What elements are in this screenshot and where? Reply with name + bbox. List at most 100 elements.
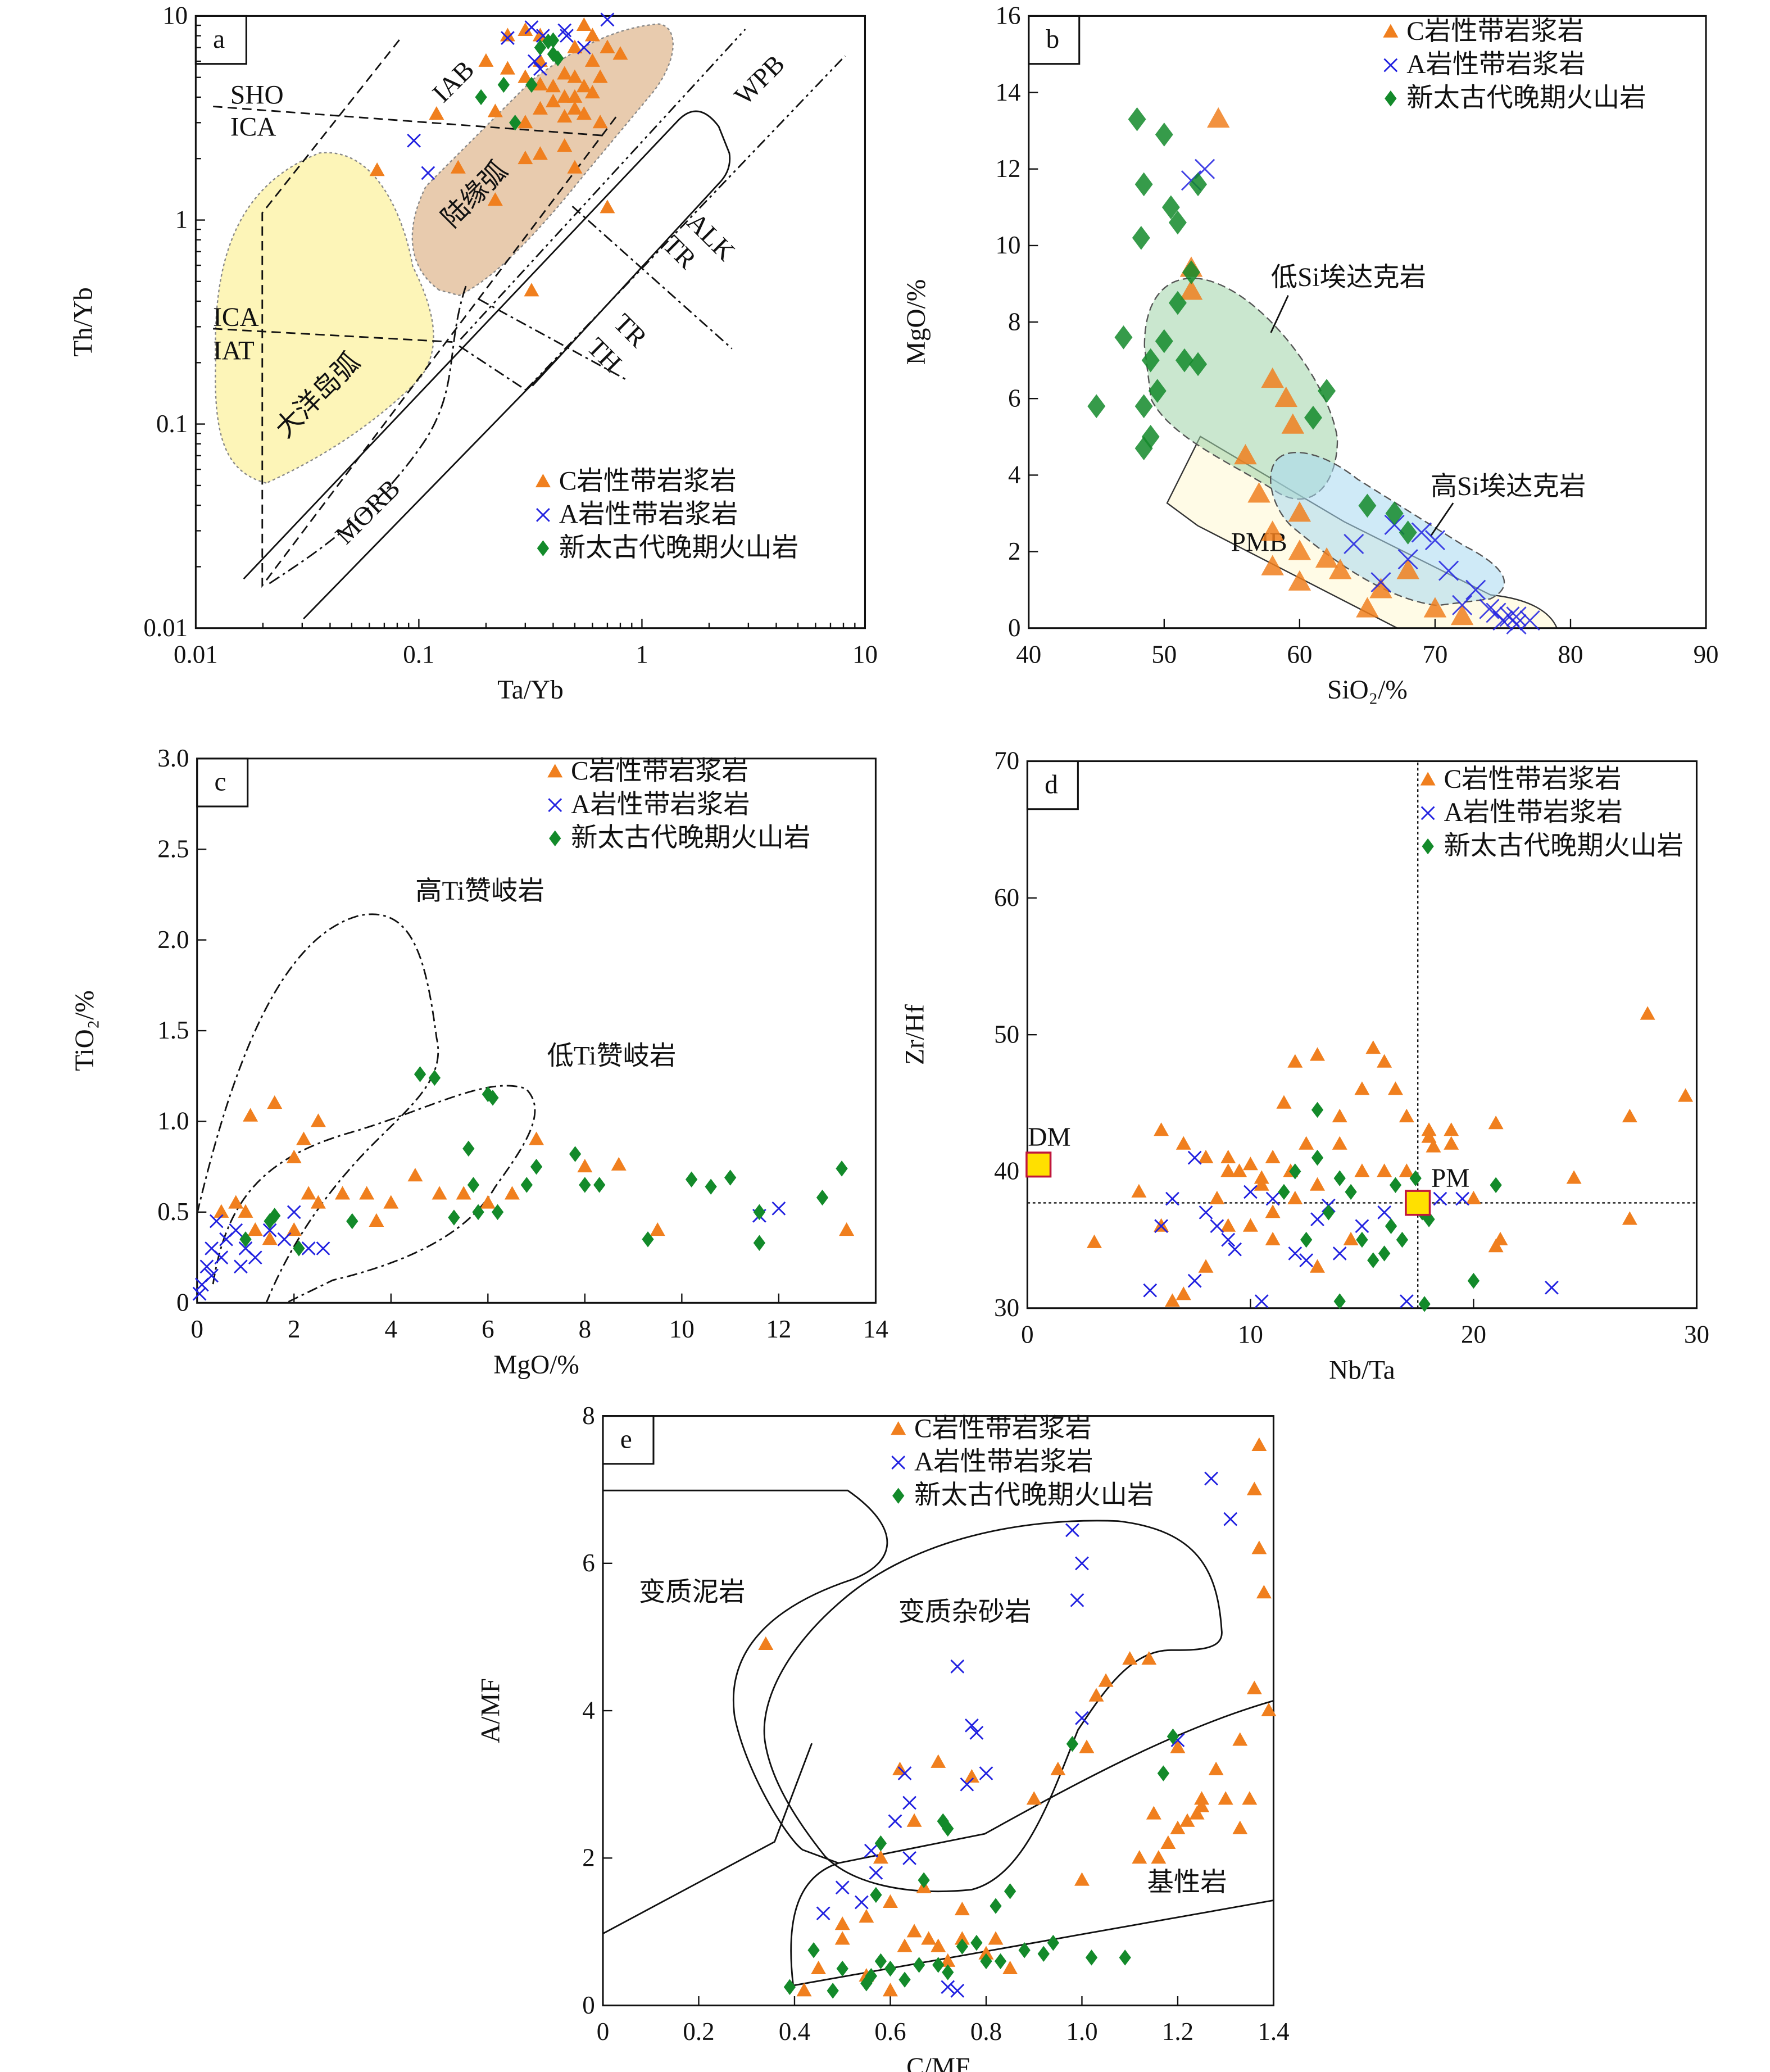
data-point	[913, 1957, 925, 1973]
x-tick-label: 0	[1021, 1320, 1034, 1348]
data-point	[1128, 107, 1146, 132]
legend-marker-triangle	[1420, 772, 1436, 786]
data-point	[1288, 570, 1311, 591]
data-point	[1424, 530, 1445, 551]
data-point	[990, 1898, 1002, 1914]
legend-marker-diamond	[892, 1488, 905, 1504]
series-cross	[816, 1471, 1238, 1998]
data-point	[1176, 1286, 1191, 1300]
y-tick-label: 30	[994, 1294, 1019, 1322]
data-point	[1274, 386, 1298, 407]
data-point	[518, 22, 533, 36]
data-point	[532, 101, 548, 115]
data-point	[1310, 1212, 1324, 1226]
x-tick-label: 10	[669, 1315, 695, 1343]
data-point	[1194, 1791, 1210, 1805]
data-point	[1276, 1095, 1292, 1109]
y-axis-label: MgO/%	[902, 279, 931, 365]
panel-e-fields	[602, 1489, 1274, 1987]
y-tick-label: 0	[582, 1991, 594, 2019]
wpb-upper-line	[460, 29, 746, 340]
data-point	[1134, 172, 1153, 197]
data-point	[1254, 1170, 1269, 1184]
data-point	[584, 28, 600, 42]
data-point	[931, 1754, 946, 1768]
reference-point-dm	[1025, 1151, 1052, 1178]
data-point	[1132, 225, 1150, 250]
data-point	[1421, 1129, 1437, 1143]
data-point	[557, 66, 573, 80]
data-point	[1678, 1088, 1694, 1102]
data-point	[287, 1205, 301, 1219]
panel-label-box	[194, 15, 247, 65]
panel-label-box	[602, 1415, 655, 1465]
legend-label: 新太古代晚期火山岩	[914, 1481, 1154, 1510]
data-point	[724, 1169, 737, 1186]
data-point	[316, 1241, 330, 1255]
x-tick-label: 0.4	[779, 2017, 810, 2046]
data-point	[1256, 1585, 1272, 1599]
basic-rock-field	[790, 1699, 1274, 1987]
data-point	[1545, 1280, 1559, 1295]
data-point	[428, 1069, 441, 1086]
data-point	[1261, 555, 1284, 575]
data-point	[1287, 1054, 1303, 1068]
y-tick-label: 14	[996, 78, 1021, 106]
data-point	[1070, 1593, 1084, 1607]
panel-label: a	[213, 25, 225, 54]
y-tick-label: 1.0	[157, 1107, 189, 1135]
label-ica-lower: ICA	[213, 303, 259, 332]
data-point	[501, 31, 515, 45]
data-point	[247, 1222, 263, 1236]
data-point	[450, 160, 466, 174]
y-tick-label: 0.1	[156, 410, 188, 438]
data-point	[557, 89, 573, 103]
data-point	[1154, 1122, 1169, 1136]
x-tick-label: 0.01	[174, 640, 218, 668]
y-tick-label: 12	[996, 155, 1021, 183]
data-point	[530, 1158, 543, 1175]
y-axis-label: Th/Yb	[69, 287, 98, 357]
y-tick-label: 4	[582, 1696, 594, 1724]
data-point	[286, 1149, 302, 1163]
data-point	[753, 1204, 766, 1221]
data-point	[1332, 1108, 1347, 1123]
data-point	[429, 106, 444, 120]
data-point	[954, 1901, 970, 1916]
y-tick-label: 2.0	[157, 926, 189, 954]
data-point	[882, 1894, 898, 1908]
data-point	[1132, 1850, 1147, 1864]
data-point	[262, 1223, 277, 1237]
data-point	[865, 1967, 878, 1984]
label-morb: MORB	[330, 474, 406, 550]
data-point	[369, 1213, 384, 1227]
low-si-leader	[1270, 295, 1289, 333]
data-point	[1265, 1231, 1281, 1246]
legend-marker-diamond	[1422, 838, 1434, 855]
data-point	[1479, 599, 1500, 619]
data-point	[1333, 1293, 1346, 1309]
panel-label: b	[1046, 25, 1060, 54]
data-point	[1519, 610, 1540, 631]
low-ti-sanukitoid-field	[212, 1085, 536, 1304]
label-sho: SHO	[230, 81, 284, 110]
data-point	[1232, 1163, 1247, 1177]
series-cross	[407, 12, 615, 180]
data-point	[1131, 1184, 1147, 1198]
data-point	[1345, 1184, 1357, 1200]
data-point	[1160, 1835, 1176, 1849]
metapelite-lower-boundary	[602, 1743, 813, 1934]
data-point	[1075, 1556, 1089, 1571]
data-point	[874, 1835, 887, 1852]
data-point	[277, 1232, 292, 1246]
data-point	[1148, 379, 1167, 403]
morb-upper-line	[243, 110, 731, 580]
data-point	[882, 1983, 898, 1997]
data-point	[262, 1231, 278, 1245]
data-point	[214, 1204, 229, 1218]
x-tick-label: 0.6	[874, 2017, 906, 2046]
label-low-si-adakite: 低Si埃达克岩	[1271, 263, 1426, 292]
data-point	[576, 106, 592, 120]
data-point	[1377, 1205, 1392, 1219]
x-tick-label: 0.1	[403, 640, 434, 668]
